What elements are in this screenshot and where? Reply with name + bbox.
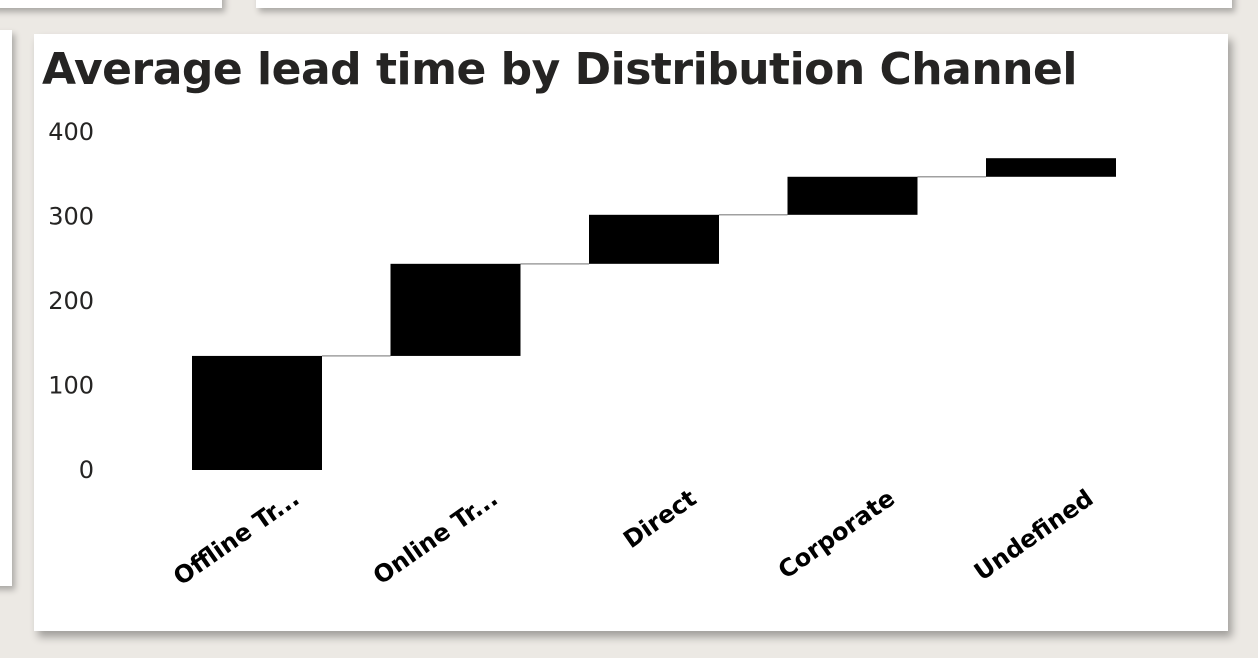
chart-title: Average lead time by Distribution Channe…	[42, 44, 1077, 95]
x-axis: Offline Tr... Online Tr... Direct Corporate…	[168, 484, 1098, 591]
partial-card-left	[0, 30, 12, 586]
bars	[192, 158, 1116, 470]
partial-card-top-left	[0, 0, 222, 8]
y-tick-label-1: 100	[48, 372, 94, 400]
chart-visual[interactable]: Average lead time by Distribution Channe…	[34, 34, 1228, 631]
partial-card-top-right	[256, 0, 1232, 8]
y-tick-label-4: 400	[48, 118, 94, 146]
bar-3[interactable]	[787, 176, 918, 215]
bar-0[interactable]	[192, 355, 322, 470]
waterfall-chart: 0 100 200 300 400 Offline Tr... Online Tr... D…	[48, 118, 1116, 591]
connector-lines	[322, 176, 986, 357]
bar-2[interactable]	[589, 214, 719, 264]
y-tick-label-0: 0	[79, 456, 94, 484]
bar-4[interactable]	[986, 158, 1116, 177]
x-tick-label-4: Undefined	[969, 484, 1098, 586]
bar-1[interactable]	[390, 263, 521, 356]
y-axis: 0 100 200 300 400	[48, 118, 94, 484]
x-tick-label-2: Direct	[618, 484, 701, 554]
x-tick-label-0: Offline Tr...	[168, 484, 304, 591]
y-tick-label-2: 200	[48, 287, 94, 315]
y-tick-label-3: 300	[48, 203, 94, 231]
x-tick-label-3: Corporate	[773, 484, 900, 585]
x-tick-label-1: Online Tr...	[368, 484, 503, 590]
